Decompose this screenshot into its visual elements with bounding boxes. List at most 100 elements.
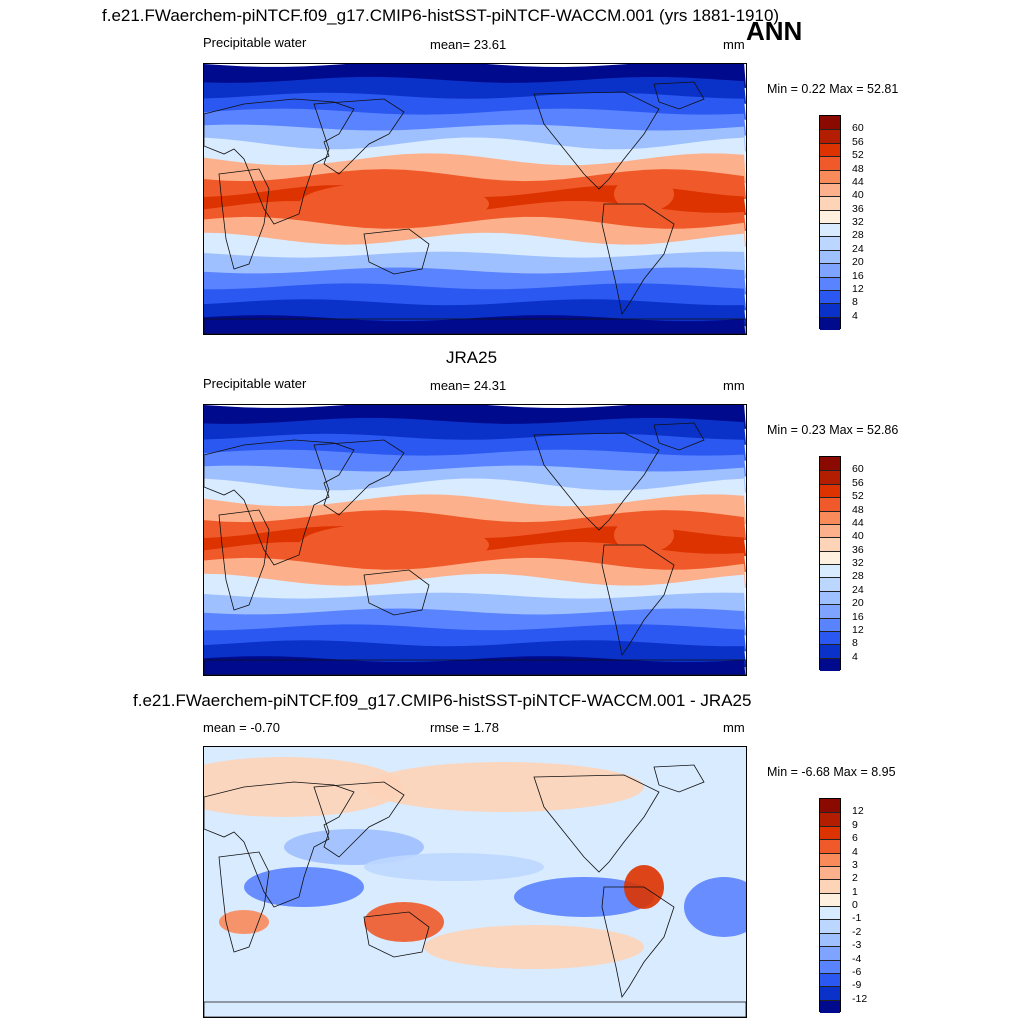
- diff-anomaly: [364, 762, 644, 812]
- colorbar-swatch: [820, 470, 840, 484]
- colorbar-swatch: [820, 156, 840, 170]
- panel2-variable-label: Precipitable water: [203, 376, 307, 391]
- diff-anomaly: [364, 853, 544, 881]
- panel3-units-label: mm: [723, 720, 745, 735]
- colorbar-tick-label: 9: [852, 818, 858, 831]
- colorbar-tick-label: 12: [852, 805, 864, 818]
- colorbar-swatch: [820, 906, 840, 920]
- coastline: [653, 764, 705, 793]
- colorbar-tick-label: 4: [852, 845, 858, 858]
- coastline: [204, 781, 355, 908]
- colorbar-tick-label: 24: [852, 583, 864, 596]
- field-band: [204, 216, 746, 247]
- colorbar-tick-label: 60: [852, 463, 864, 476]
- colorbar-swatch: [820, 946, 840, 960]
- coastline: [218, 168, 270, 270]
- colorbar-tick-label: -1: [852, 912, 862, 925]
- coastline: [533, 774, 660, 873]
- field-band: [204, 137, 746, 168]
- season-label: ANN: [746, 16, 803, 46]
- coastline: [653, 422, 705, 451]
- colorbar-swatch: [820, 839, 840, 853]
- colorbar-tick-label: 4: [852, 309, 858, 322]
- coastline: [363, 228, 430, 275]
- colorbar-tick-label: -3: [852, 939, 862, 952]
- colorbar-swatch: [820, 303, 840, 317]
- colorbar-tick-label: 44: [852, 175, 864, 188]
- panel2-title: JRA25: [446, 348, 498, 367]
- colorbar-tick-label: 32: [852, 216, 864, 228]
- colorbar-tick-label: 48: [852, 503, 864, 516]
- diff-anomaly: [364, 902, 444, 942]
- coastline: [204, 98, 355, 225]
- colorbar-tick-label: 4: [852, 650, 858, 663]
- colorbar-swatch: [820, 129, 840, 143]
- colorbar-tick-label: 8: [852, 296, 858, 309]
- colorbar-tick-label: 20: [852, 256, 864, 269]
- coastline: [533, 432, 660, 531]
- colorbar-swatch: [820, 879, 840, 893]
- panel2-mean-label: mean= 24.31: [430, 378, 507, 393]
- coastline: [363, 569, 430, 616]
- coastline: [204, 659, 746, 675]
- colorbar-tick-label: 2: [852, 872, 858, 885]
- colorbar-swatch: [820, 812, 840, 826]
- colorbar-swatch: [820, 209, 840, 223]
- colorbar-tick-label: -6: [852, 965, 862, 978]
- colorbar-swatch: [820, 116, 840, 130]
- field-band: [204, 108, 746, 136]
- panel3-map: [203, 746, 747, 1018]
- colorbar-tick-label: 12: [852, 282, 864, 295]
- figure-title: f.e21.FWaerchem-piNTCF.f09_g17.CMIP6-his…: [102, 6, 780, 25]
- colorbar-tick-label: 12: [852, 623, 864, 636]
- panel1-map-field: [204, 64, 746, 334]
- colorbar-tick-label: 52: [852, 149, 864, 162]
- colorbar-swatch: [820, 249, 840, 264]
- colorbar-swatch: [820, 289, 840, 304]
- coastline: [601, 203, 675, 315]
- colorbar-swatch: [820, 196, 840, 210]
- panel3-map-field: [204, 747, 746, 1017]
- amazon-moist-region: [614, 176, 674, 212]
- colorbar-tick-label: 6: [852, 832, 858, 845]
- panel1-map: [203, 63, 747, 335]
- colorbar-swatch: [820, 590, 840, 605]
- colorbar-tick-label: 28: [852, 229, 864, 242]
- colorbar-tick-label: 56: [852, 476, 864, 489]
- colorbar-tick-label: 36: [852, 543, 864, 556]
- panel2-colorbar: [819, 456, 841, 671]
- colorbar-swatch: [820, 932, 840, 947]
- colorbar-tick-label: -9: [852, 979, 862, 992]
- panel3-minmax: Min = -6.68 Max = 8.95: [767, 765, 896, 779]
- panel2-map-field: [204, 405, 746, 675]
- colorbar-swatch: [820, 497, 840, 511]
- colorbar-swatch: [820, 276, 840, 290]
- colorbar-swatch: [820, 959, 840, 973]
- coastline: [218, 851, 270, 953]
- colorbar-swatch: [820, 564, 840, 578]
- amazon-moist-region: [614, 517, 674, 553]
- diff-anomaly: [204, 757, 404, 817]
- panel1-minmax: Min = 0.22 Max = 52.81: [767, 82, 899, 96]
- coastline: [601, 544, 675, 656]
- coastline: [313, 439, 405, 516]
- colorbar-swatch: [820, 510, 840, 524]
- colorbar-tick-label: 60: [852, 122, 864, 135]
- colorbar-tick-label: 1: [852, 885, 858, 898]
- field-band: [204, 573, 746, 604]
- colorbar-tick-label: 36: [852, 202, 864, 215]
- colorbar-swatch: [820, 657, 840, 671]
- coastline: [533, 91, 660, 190]
- field-band: [204, 315, 746, 334]
- colorbar-tick-label: 56: [852, 135, 864, 148]
- field-band: [204, 478, 746, 509]
- coastline: [363, 911, 430, 958]
- colorbar-tick-label: 28: [852, 570, 864, 583]
- coastline: [601, 886, 675, 998]
- warm-pool-region: [299, 182, 489, 226]
- coastline: [653, 81, 705, 110]
- coastline: [313, 781, 405, 858]
- colorbar-tick-label: -4: [852, 952, 862, 965]
- colorbar-swatch: [820, 999, 840, 1013]
- colorbar-swatch: [820, 523, 840, 538]
